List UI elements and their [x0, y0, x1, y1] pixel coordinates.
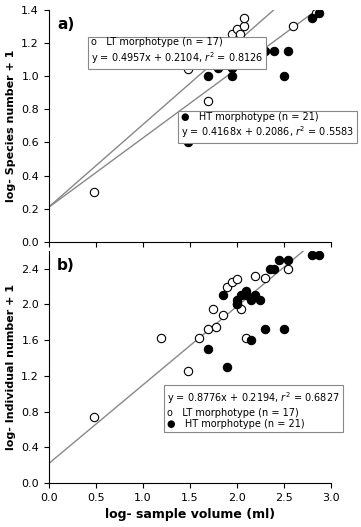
Point — [243, 287, 249, 295]
Point — [271, 265, 277, 273]
Point — [213, 38, 219, 47]
Point — [309, 14, 315, 22]
Point — [243, 291, 249, 300]
Point — [204, 58, 209, 67]
Point — [276, 256, 282, 264]
Point — [91, 413, 97, 421]
Point — [317, 251, 322, 259]
Point — [224, 55, 230, 64]
Point — [262, 47, 268, 55]
Point — [196, 122, 202, 130]
Point — [219, 291, 225, 300]
Point — [191, 407, 197, 416]
Point — [224, 47, 230, 55]
Point — [290, 22, 296, 31]
Point — [248, 55, 254, 64]
Point — [281, 72, 287, 80]
Point — [234, 300, 239, 309]
Point — [248, 296, 254, 304]
Point — [205, 96, 211, 105]
X-axis label: log- sample volume (ml): log- sample volume (ml) — [105, 509, 275, 521]
Point — [196, 334, 202, 343]
Point — [219, 42, 225, 50]
Point — [205, 325, 211, 334]
Point — [262, 274, 268, 282]
Point — [241, 14, 247, 22]
Point — [238, 291, 244, 300]
Point — [229, 278, 235, 286]
Point — [234, 55, 239, 64]
Point — [257, 296, 263, 304]
Point — [262, 325, 268, 334]
Point — [309, 251, 315, 259]
Point — [210, 305, 216, 313]
Point — [213, 323, 219, 331]
Point — [248, 336, 254, 344]
Point — [234, 47, 239, 55]
Point — [205, 72, 211, 80]
Point — [243, 38, 249, 47]
Point — [229, 42, 235, 50]
Point — [234, 296, 239, 304]
Point — [91, 188, 97, 197]
Point — [267, 265, 273, 273]
Point — [229, 63, 235, 72]
Point — [253, 47, 258, 55]
Text: a): a) — [57, 16, 74, 32]
Point — [286, 265, 291, 273]
Point — [185, 65, 191, 74]
Text: b): b) — [57, 258, 75, 272]
Text: o   LT morphotype (n = 17)
y = 0.4957x + 0.2104, $r^2$ = 0.8126: o LT morphotype (n = 17) y = 0.4957x + 0… — [91, 37, 263, 65]
Point — [253, 291, 258, 300]
Point — [271, 47, 277, 55]
Point — [314, 8, 319, 17]
Point — [215, 63, 221, 72]
Point — [234, 300, 239, 309]
Point — [286, 47, 291, 55]
Point — [229, 30, 235, 38]
Point — [229, 72, 235, 80]
Point — [243, 47, 249, 55]
Point — [234, 38, 239, 47]
Point — [224, 38, 230, 47]
Point — [238, 30, 243, 38]
Point — [238, 42, 244, 50]
Point — [317, 8, 322, 17]
Point — [238, 305, 244, 313]
Point — [205, 345, 211, 353]
Point — [243, 334, 249, 343]
Point — [185, 367, 191, 376]
Point — [281, 325, 287, 334]
Point — [224, 282, 230, 291]
Point — [158, 334, 164, 343]
Text: ●   HT morphotype (n = 21)
y = 0.4168x + 0.2086, $r^2$ = 0.5583: ● HT morphotype (n = 21) y = 0.4168x + 0… — [181, 112, 355, 140]
Text: y = 0.8776x + 0.2194, $r^2$ = 0.6827
o   LT morphotype (n = 17)
●   HT morphotyp: y = 0.8776x + 0.2194, $r^2$ = 0.6827 o L… — [167, 390, 340, 429]
Point — [234, 275, 239, 284]
Y-axis label: log- Species number + 1: log- Species number + 1 — [6, 50, 16, 202]
Point — [257, 38, 263, 47]
Point — [219, 311, 225, 319]
Point — [234, 25, 239, 34]
Point — [286, 256, 291, 264]
Y-axis label: log- Individual number + 1: log- Individual number + 1 — [5, 284, 16, 450]
Point — [224, 363, 230, 371]
Point — [253, 271, 258, 280]
Point — [241, 22, 247, 31]
Point — [185, 138, 191, 147]
